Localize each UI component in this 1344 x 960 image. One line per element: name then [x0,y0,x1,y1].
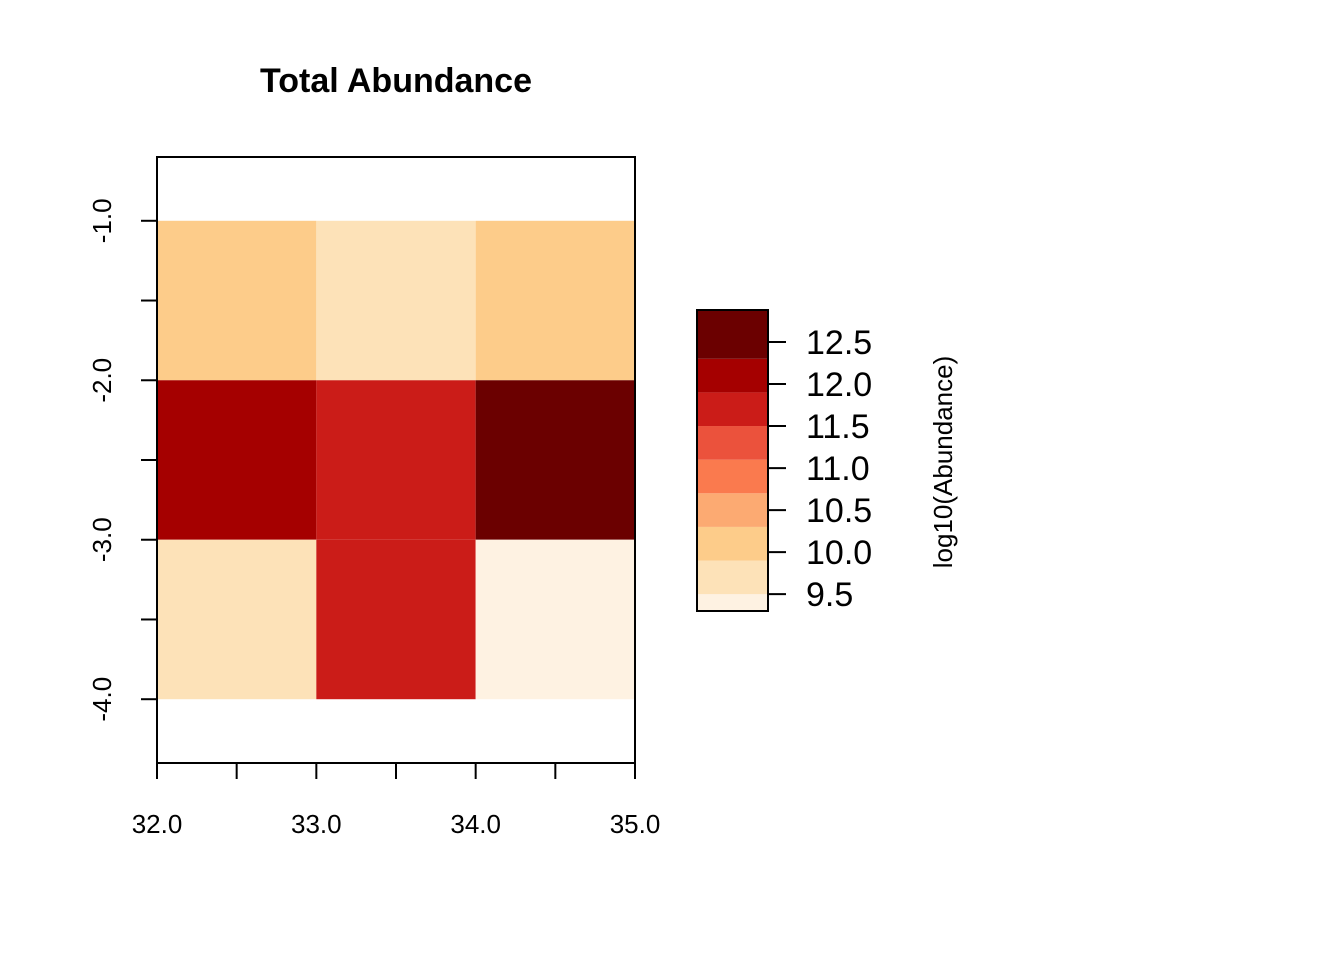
legend-swatch [697,426,768,460]
legend-tick-label: 9.5 [806,576,853,614]
y-tick-label: -1.0 [87,198,117,243]
heatmap-cell [316,539,476,700]
heatmap-cell [157,380,317,540]
y-tick-label: -3.0 [87,517,117,562]
y-tick-label: -4.0 [87,677,117,722]
x-tick-label: 35.0 [610,809,661,839]
legend-tick-label: 12.5 [806,324,872,362]
legend-tick-label: 12.0 [806,366,872,404]
color-legend: 9.5 10.0 10.5 11.0 11.5 12.0 12.5 [696,309,872,614]
heatmap-cell [475,539,635,700]
y-axis: -1.0 -2.0 -3.0 -4.0 [87,198,158,722]
legend-swatch [697,493,768,527]
y-tick-label: -2.0 [87,358,117,403]
x-tick-label: 32.0 [132,809,183,839]
legend-frame [696,309,769,612]
heatmap-cell [157,220,317,381]
heatmap-cell [316,220,476,381]
legend-title: log10(Abundance) [928,356,958,569]
legend-tick-label: 11.5 [806,408,870,446]
heatmap-cell [475,380,635,540]
legend-swatch [697,459,768,494]
legend-swatch [697,560,768,595]
legend-swatch [697,392,768,427]
legend-tick-label: 10.5 [806,492,872,530]
x-tick-label: 33.0 [291,809,342,839]
legend-tick-label: 11.0 [806,450,870,488]
legend-swatch [697,526,768,561]
x-tick-label: 34.0 [450,809,501,839]
legend-swatch [697,358,768,393]
heatmap-cells [157,220,635,700]
heatmap-cell [475,220,635,381]
x-axis: 32.0 33.0 34.0 35.0 [132,762,661,839]
legend-tick-label: 10.0 [806,534,872,572]
chart-title: Total Abundance [260,62,532,100]
heatmap-cell [316,380,476,540]
legend-swatch [697,310,768,359]
heatmap-cell [157,539,317,700]
legend-swatch [697,594,768,611]
